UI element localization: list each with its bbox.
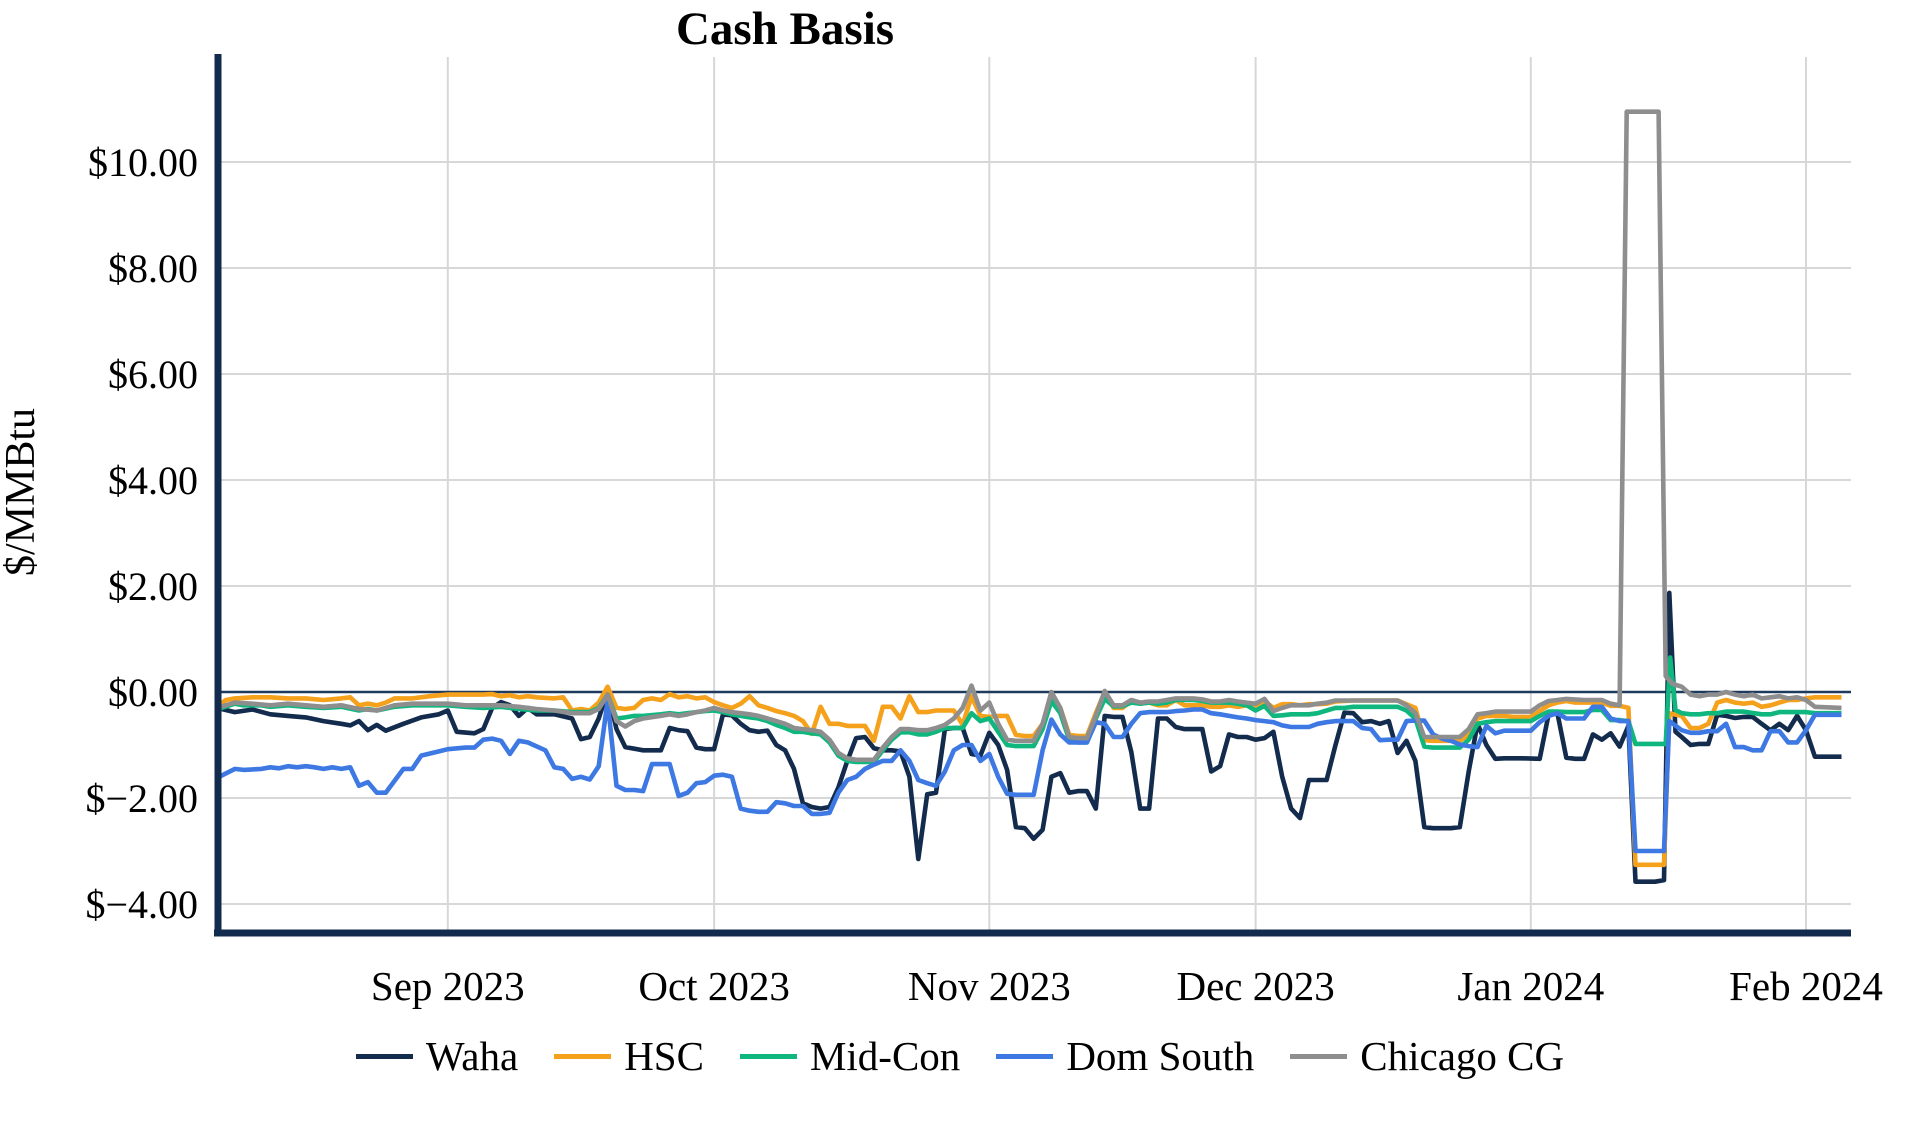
y-tick-label--2: $−2.00 bbox=[85, 776, 198, 821]
y-tick-label-2: $2.00 bbox=[108, 564, 198, 609]
x-tick-label-oct-2023: Oct 2023 bbox=[638, 963, 789, 1009]
x-tick-label-nov-2023: Nov 2023 bbox=[908, 963, 1071, 1009]
x-tick-label-dec-2023: Dec 2023 bbox=[1176, 963, 1334, 1009]
y-tick-label--4: $−4.00 bbox=[85, 882, 198, 927]
legend-label-waha: Waha bbox=[425, 1033, 519, 1079]
series-layer bbox=[215, 109, 1842, 885]
legend-item-hsc: HSC bbox=[554, 1036, 704, 1077]
legend-swatch-waha bbox=[355, 1054, 413, 1059]
chart-legend: Waha HSC Mid-Con Dom South Chicago CG bbox=[0, 1036, 1920, 1077]
legend-swatch-dom-south bbox=[996, 1054, 1054, 1059]
legend-swatch-mid-con bbox=[739, 1054, 797, 1059]
legend-label-chicago-cg: Chicago CG bbox=[1360, 1033, 1565, 1079]
series-line-chicago-cg bbox=[216, 109, 1842, 763]
legend-item-chicago-cg: Chicago CG bbox=[1290, 1036, 1564, 1077]
grid-layer bbox=[217, 57, 1851, 933]
legend-item-mid-con: Mid-Con bbox=[739, 1033, 961, 1079]
legend-item-dom-south: Dom South bbox=[996, 1036, 1254, 1077]
x-tick-label-sep-2023: Sep 2023 bbox=[371, 963, 525, 1009]
y-tick-label-6: $6.00 bbox=[108, 352, 198, 397]
legend-item-waha: Waha bbox=[355, 1033, 519, 1079]
chart-title: Cash Basis bbox=[676, 3, 894, 55]
y-tick-label-0: $0.00 bbox=[108, 670, 198, 715]
series-line-waha bbox=[216, 590, 1842, 885]
legend-label-dom-south: Dom South bbox=[1066, 1033, 1255, 1079]
axis-layer: $10.00 $8.00 $6.00 $4.00 $2.00 $0.00 $−2.00 $−4… bbox=[85, 54, 1883, 1009]
legend-label-mid-con: Mid-Con bbox=[809, 1033, 961, 1079]
legend-label-hsc: HSC bbox=[624, 1033, 704, 1079]
series-line-dom-south bbox=[215, 698, 1842, 854]
series-line-hsc bbox=[215, 684, 1842, 868]
y-tick-label-4: $4.00 bbox=[108, 458, 198, 503]
legend-swatch-chicago-cg bbox=[1290, 1054, 1348, 1059]
y-tick-label-10: $10.00 bbox=[88, 140, 198, 185]
y-axis-title: $/MMBtu bbox=[0, 408, 44, 576]
legend-swatch-hsc bbox=[554, 1054, 612, 1059]
y-tick-label-8: $8.00 bbox=[108, 246, 198, 291]
x-tick-label-feb-2024: Feb 2024 bbox=[1729, 963, 1883, 1009]
x-tick-label-jan-2024: Jan 2024 bbox=[1457, 963, 1604, 1009]
